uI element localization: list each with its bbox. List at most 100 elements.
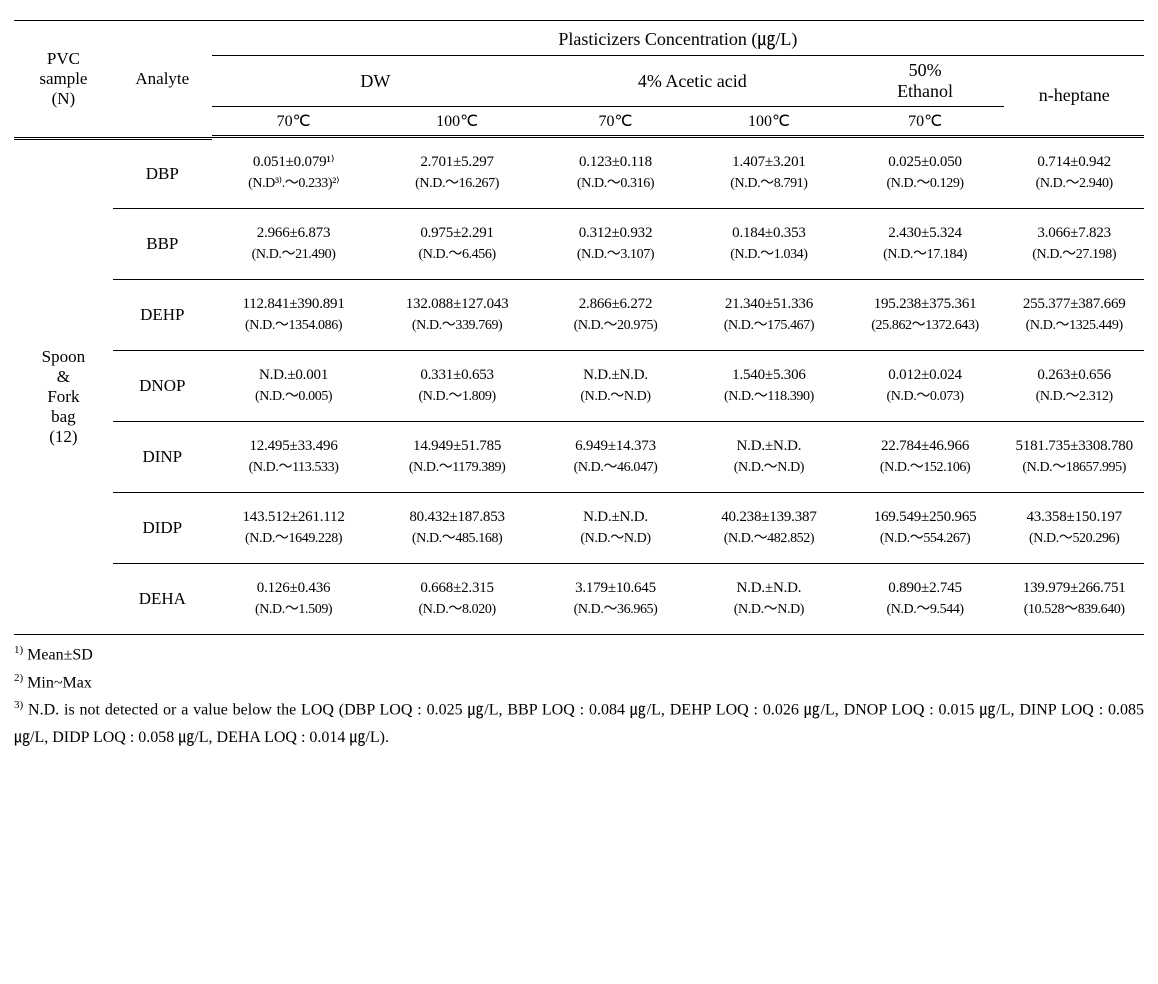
cell-range: (N.D.～1.034) bbox=[694, 245, 844, 265]
cell-range: (N.D.～1354.086) bbox=[214, 316, 374, 336]
cell-range: (25.862～1372.643) bbox=[848, 316, 1003, 336]
cell-mean: 0.123±0.118 bbox=[541, 152, 690, 174]
data-cell: 0.126±0.436(N.D.～1.509) bbox=[212, 564, 376, 635]
cell-range: (N.D.～3.107) bbox=[541, 245, 690, 265]
solvent-ethanol: 50% Ethanol bbox=[846, 56, 1005, 107]
cell-mean: 255.377±387.669 bbox=[1006, 294, 1142, 316]
data-cell: 0.975±2.291(N.D.～6.456) bbox=[375, 209, 539, 280]
table-header: PVC sample (N) Analyte Plasticizers Conc… bbox=[14, 21, 1144, 139]
data-cell: N.D.±0.001(N.D.～0.005) bbox=[212, 351, 376, 422]
data-cell: 5181.735±3308.780(N.D.～18657.995) bbox=[1004, 422, 1144, 493]
data-cell: N.D.±N.D.(N.D.～N.D) bbox=[539, 493, 692, 564]
cell-mean: 143.512±261.112 bbox=[214, 507, 374, 529]
data-cell: 12.495±33.496(N.D.～113.533) bbox=[212, 422, 376, 493]
cell-mean: 0.051±0.079¹⁾ bbox=[214, 152, 374, 174]
data-cell: 0.184±0.353(N.D.～1.034) bbox=[692, 209, 846, 280]
cell-mean: 40.238±139.387 bbox=[694, 507, 844, 529]
cell-range: (N.D.～520.296) bbox=[1006, 529, 1142, 549]
cell-range: (N.D.～0.316) bbox=[541, 174, 690, 194]
cell-range: (N.D.～20.975) bbox=[541, 316, 690, 336]
table-row: DNOPN.D.±0.001(N.D.～0.005)0.331±0.653(N.… bbox=[14, 351, 1144, 422]
cell-range: (N.D.～0.005) bbox=[214, 387, 374, 407]
cell-mean: 1.540±5.306 bbox=[694, 365, 844, 387]
cell-mean: 12.495±33.496 bbox=[214, 436, 374, 458]
cell-range: (N.D.～1.809) bbox=[377, 387, 537, 407]
cell-range: (N.D.～27.198) bbox=[1006, 245, 1142, 265]
data-cell: N.D.±N.D.(N.D.～N.D) bbox=[692, 564, 846, 635]
cell-mean: N.D.±N.D. bbox=[694, 436, 844, 458]
cell-mean: 0.126±0.436 bbox=[214, 578, 374, 600]
cell-mean: 195.238±375.361 bbox=[848, 294, 1003, 316]
plasticizers-table: PVC sample (N) Analyte Plasticizers Conc… bbox=[14, 20, 1144, 635]
data-cell: 40.238±139.387(N.D.～482.852) bbox=[692, 493, 846, 564]
cell-range: (N.D.～N.D) bbox=[694, 600, 844, 620]
data-cell: 0.123±0.118(N.D.～0.316) bbox=[539, 138, 692, 209]
temp-ethanol-70: 70℃ bbox=[846, 107, 1005, 137]
analyte-label: DNOP bbox=[113, 351, 212, 422]
cell-range: (N.D.～152.106) bbox=[848, 458, 1003, 478]
cell-range: (N.D.～21.490) bbox=[214, 245, 374, 265]
footnote-2-text: Min~Max bbox=[27, 674, 92, 691]
cell-mean: 0.184±0.353 bbox=[694, 223, 844, 245]
cell-mean: 1.407±3.201 bbox=[694, 152, 844, 174]
cell-range: (N.D.～8.020) bbox=[377, 600, 537, 620]
cell-mean: 0.312±0.932 bbox=[541, 223, 690, 245]
cell-range: (N.D³⁾.～0.233)²⁾ bbox=[214, 174, 374, 194]
analyte-label: DINP bbox=[113, 422, 212, 493]
cell-mean: N.D.±0.001 bbox=[214, 365, 374, 387]
cell-range: (N.D.～554.267) bbox=[848, 529, 1003, 549]
data-cell: 255.377±387.669(N.D.～1325.449) bbox=[1004, 280, 1144, 351]
data-cell: 2.701±5.297(N.D.～16.267) bbox=[375, 138, 539, 209]
cell-mean: 2.966±6.873 bbox=[214, 223, 374, 245]
col-analyte: Analyte bbox=[113, 21, 212, 137]
solvent-dw: DW bbox=[212, 56, 539, 107]
col-sample-l1: PVC bbox=[47, 49, 80, 68]
data-cell: 1.407±3.201(N.D.～8.791) bbox=[692, 138, 846, 209]
table-row: BBP2.966±6.873(N.D.～21.490)0.975±2.291(N… bbox=[14, 209, 1144, 280]
cell-mean: 2.866±6.272 bbox=[541, 294, 690, 316]
sample-label: Spoon&Forkbag(12) bbox=[14, 138, 113, 635]
cell-range: (N.D.～2.940) bbox=[1006, 174, 1142, 194]
cell-range: (N.D.～17.184) bbox=[848, 245, 1003, 265]
table-row: DEHA0.126±0.436(N.D.～1.509)0.668±2.315(N… bbox=[14, 564, 1144, 635]
footnote-2: 2) Min~Max bbox=[14, 669, 1144, 697]
analyte-label: DIDP bbox=[113, 493, 212, 564]
header-title: Plasticizers Concentration (㎍/L) bbox=[212, 21, 1144, 56]
cell-mean: 0.975±2.291 bbox=[377, 223, 537, 245]
col-sample: PVC sample (N) bbox=[14, 21, 113, 137]
data-cell: 0.312±0.932(N.D.～3.107) bbox=[539, 209, 692, 280]
cell-mean: 14.949±51.785 bbox=[377, 436, 537, 458]
cell-range: (N.D.～118.390) bbox=[694, 387, 844, 407]
data-cell: 0.263±0.656(N.D.～2.312) bbox=[1004, 351, 1144, 422]
cell-mean: 0.331±0.653 bbox=[377, 365, 537, 387]
cell-mean: 0.714±0.942 bbox=[1006, 152, 1142, 174]
solvent-acetic: 4% Acetic acid bbox=[539, 56, 846, 107]
cell-mean: 0.668±2.315 bbox=[377, 578, 537, 600]
cell-range: (N.D.～485.168) bbox=[377, 529, 537, 549]
cell-range: (N.D.～N.D) bbox=[541, 387, 690, 407]
col-sample-l3: (N) bbox=[52, 89, 76, 108]
cell-mean: 0.890±2.745 bbox=[848, 578, 1003, 600]
data-cell: 3.179±10.645(N.D.～36.965) bbox=[539, 564, 692, 635]
cell-range: (N.D.～1179.389) bbox=[377, 458, 537, 478]
cell-mean: 5181.735±3308.780 bbox=[1006, 436, 1142, 458]
data-cell: 80.432±187.853(N.D.～485.168) bbox=[375, 493, 539, 564]
cell-range: (N.D.～175.467) bbox=[694, 316, 844, 336]
data-cell: 2.966±6.873(N.D.～21.490) bbox=[212, 209, 376, 280]
footnote-1-text: Mean±SD bbox=[27, 647, 93, 664]
cell-range: (10.528～839.640) bbox=[1006, 600, 1142, 620]
solvent-ethanol-l2: Ethanol bbox=[897, 81, 953, 101]
footnote-1: 1) Mean±SD bbox=[14, 641, 1144, 669]
cell-range: (N.D.～1649.228) bbox=[214, 529, 374, 549]
table-row: DEHP112.841±390.891(N.D.～1354.086)132.08… bbox=[14, 280, 1144, 351]
col-sample-l2: sample bbox=[39, 69, 87, 88]
data-cell: 21.340±51.336(N.D.～175.467) bbox=[692, 280, 846, 351]
cell-range: (N.D.～46.047) bbox=[541, 458, 690, 478]
data-cell: 0.051±0.079¹⁾(N.D³⁾.～0.233)²⁾ bbox=[212, 138, 376, 209]
cell-range: (N.D.～36.965) bbox=[541, 600, 690, 620]
table-row: DINP12.495±33.496(N.D.～113.533)14.949±51… bbox=[14, 422, 1144, 493]
temp-acetic-100: 100℃ bbox=[692, 107, 846, 137]
cell-range: (N.D.～2.312) bbox=[1006, 387, 1142, 407]
data-cell: 3.066±7.823(N.D.～27.198) bbox=[1004, 209, 1144, 280]
data-cell: 6.949±14.373(N.D.～46.047) bbox=[539, 422, 692, 493]
